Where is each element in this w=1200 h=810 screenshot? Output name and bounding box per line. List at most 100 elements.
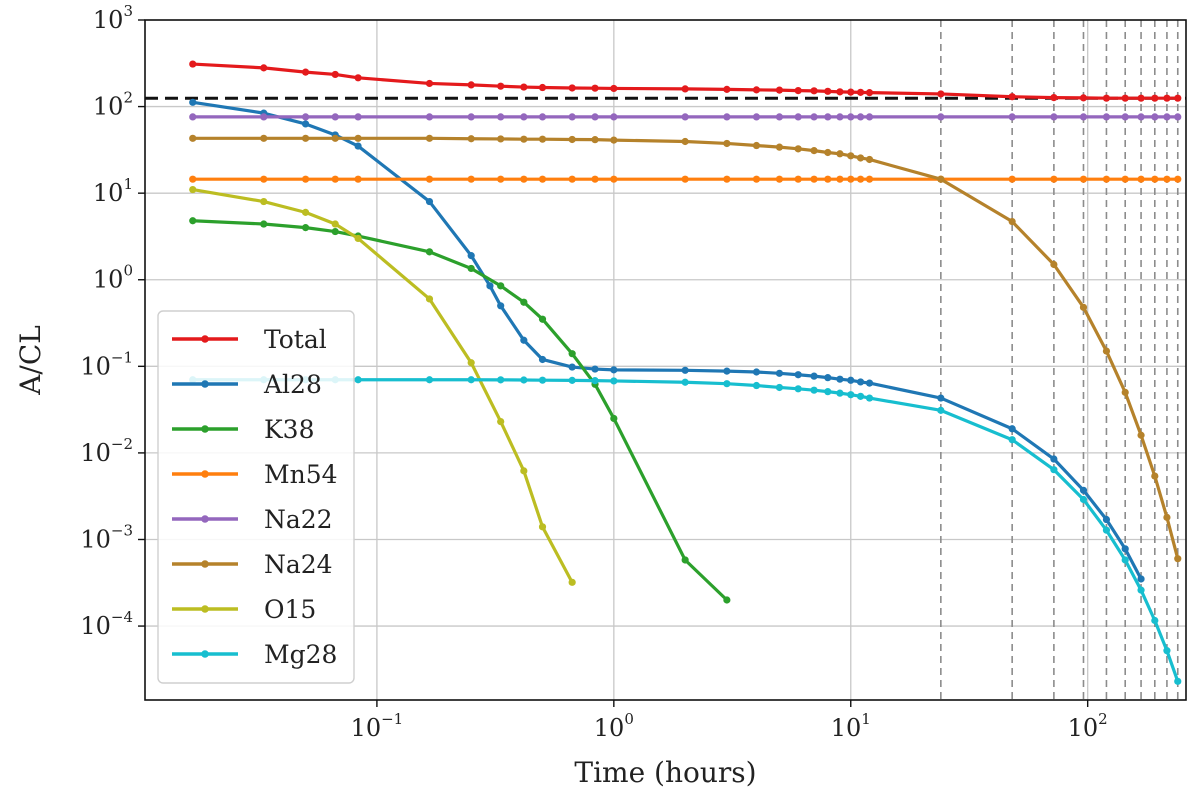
data-point	[497, 135, 505, 143]
legend-item-o15: O15	[172, 595, 316, 624]
data-point	[1102, 515, 1111, 524]
legend-label: Al28	[263, 370, 322, 399]
data-point	[1137, 113, 1145, 121]
x-tick-label: 102	[1068, 710, 1108, 742]
data-point	[723, 367, 731, 375]
y-tick-label: 10−3	[80, 521, 133, 553]
data-point	[610, 136, 618, 144]
data-point	[591, 365, 599, 373]
axis-ticks: 10−1 100 101 102 10−4 10−3 10−2 10−1 100 101 102 10…	[80, 2, 1107, 742]
data-point	[865, 155, 874, 164]
data-point	[520, 135, 528, 143]
data-point	[794, 86, 802, 95]
data-point	[1008, 425, 1016, 433]
legend: Total Al28 K38 Mn54 Na22 Na24 O15 Mg28	[157, 310, 355, 684]
data-point	[301, 175, 310, 183]
data-point	[1102, 94, 1111, 102]
data-point	[354, 134, 362, 142]
data-point	[1008, 113, 1016, 121]
data-point	[189, 185, 197, 194]
data-point	[775, 383, 784, 392]
data-point	[354, 113, 362, 121]
data-point	[856, 175, 865, 183]
data-point	[260, 113, 268, 121]
data-point	[331, 220, 339, 228]
data-point	[856, 154, 865, 162]
data-point	[847, 391, 855, 399]
data-point	[1008, 436, 1016, 444]
data-point	[775, 86, 784, 94]
data-point	[847, 152, 855, 160]
series-o15	[189, 185, 576, 586]
data-point	[354, 234, 362, 243]
data-point	[1151, 175, 1159, 183]
data-point	[1137, 586, 1145, 594]
data-point	[1102, 526, 1111, 534]
data-point	[1079, 175, 1088, 183]
series-line	[192, 136, 1180, 560]
data-point	[1121, 94, 1129, 102]
data-point	[301, 208, 310, 216]
data-point	[937, 406, 945, 414]
data-point	[824, 175, 832, 183]
legend-label: Mg28	[264, 640, 337, 669]
data-point	[1163, 94, 1171, 102]
data-point	[810, 175, 818, 183]
data-point	[467, 359, 475, 367]
data-point	[497, 113, 505, 121]
legend-label: O15	[264, 595, 316, 624]
data-point	[856, 378, 865, 386]
y-tick-label: 102	[93, 89, 133, 121]
legend-item-mg28: Mg28	[172, 640, 337, 669]
data-point	[520, 467, 528, 475]
data-point	[610, 113, 618, 121]
data-point	[538, 315, 547, 323]
x-axis-label: Time (hours)	[574, 756, 756, 789]
data-point	[425, 175, 434, 183]
legend-marker	[201, 650, 209, 658]
data-point	[1151, 472, 1159, 480]
legend-item-k38: K38	[172, 415, 315, 444]
data-point	[865, 113, 874, 121]
data-point	[497, 175, 505, 183]
data-point	[723, 113, 731, 121]
data-point	[568, 578, 576, 586]
data-point	[520, 175, 528, 183]
data-point	[810, 147, 818, 155]
data-point	[723, 175, 731, 183]
data-point	[1121, 388, 1129, 396]
data-point	[794, 113, 802, 121]
data-point	[1121, 113, 1129, 121]
data-point	[847, 376, 855, 384]
data-point	[538, 523, 547, 531]
data-point	[856, 392, 865, 400]
data-point	[568, 350, 576, 358]
series-al28	[189, 98, 1145, 583]
data-point	[752, 368, 761, 376]
data-point	[937, 394, 945, 402]
data-point	[1163, 113, 1171, 121]
data-point	[1050, 466, 1058, 474]
data-point	[301, 134, 310, 142]
data-point	[752, 175, 761, 183]
data-point	[1050, 93, 1058, 102]
data-point	[467, 113, 475, 121]
legend-marker	[201, 515, 209, 523]
data-point	[260, 220, 268, 228]
data-point	[836, 375, 844, 383]
data-point	[591, 84, 599, 92]
legend-marker	[201, 425, 209, 433]
series-na24	[189, 134, 1182, 563]
series-line	[192, 378, 1180, 682]
data-point	[681, 137, 689, 146]
data-point	[538, 83, 547, 92]
series-mg28	[189, 376, 1182, 685]
vertical-markers	[940, 20, 1179, 700]
y-tick-label: 10−2	[80, 435, 133, 467]
data-point	[856, 113, 865, 121]
data-point	[538, 113, 547, 121]
data-point	[538, 376, 547, 384]
y-tick-label: 10−1	[80, 348, 133, 380]
data-point	[1050, 113, 1058, 121]
